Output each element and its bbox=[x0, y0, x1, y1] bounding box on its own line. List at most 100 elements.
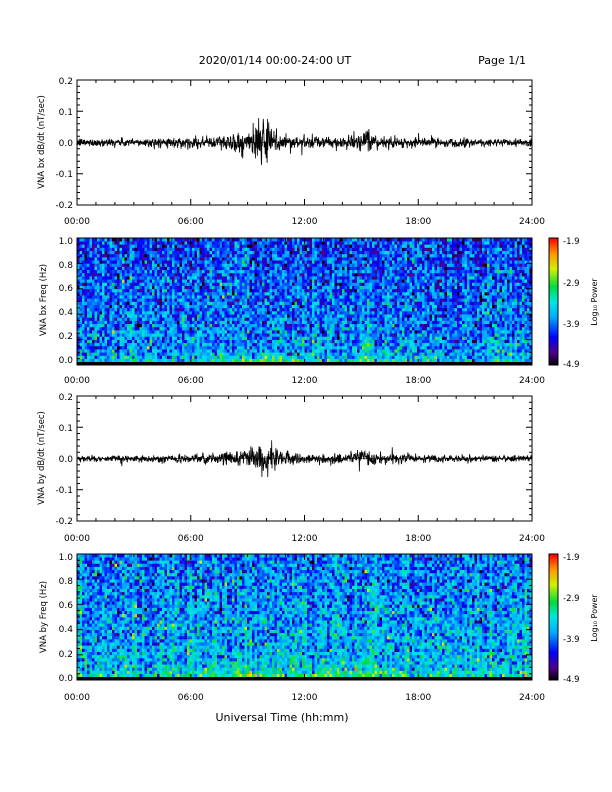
spectrogram-cell bbox=[162, 295, 165, 299]
spectrogram-cell bbox=[169, 349, 173, 353]
spectrogram-cell bbox=[187, 282, 190, 286]
spectrogram-cell bbox=[134, 279, 138, 283]
spectrogram-cell bbox=[222, 311, 225, 315]
spectrogram-cell bbox=[327, 298, 330, 302]
spectrogram-cell bbox=[177, 298, 180, 302]
spectrogram-cell bbox=[207, 326, 210, 331]
spectrogram-cell bbox=[157, 317, 160, 321]
spectrogram-cell bbox=[377, 352, 380, 356]
spectrogram-cell bbox=[242, 345, 245, 350]
spectrogram-cell bbox=[184, 279, 188, 283]
spectrogram-cell bbox=[287, 339, 290, 344]
spectrogram-cell bbox=[99, 238, 103, 242]
spectrogram-image bbox=[77, 238, 533, 366]
spectrogram-cell bbox=[137, 269, 140, 274]
spectrogram-cell bbox=[252, 317, 255, 321]
spectrogram-cell bbox=[137, 276, 140, 280]
spectrogram-cell bbox=[282, 314, 285, 318]
spectrogram-cell bbox=[152, 241, 155, 245]
spectrogram-cell bbox=[309, 279, 313, 283]
spectrogram-cell bbox=[204, 304, 208, 309]
spectrogram-cell bbox=[204, 317, 208, 321]
spectrogram-cell bbox=[207, 285, 210, 290]
spectrogram-cell bbox=[339, 288, 343, 293]
spectrogram-cell bbox=[184, 257, 188, 261]
spectrogram-cell bbox=[239, 320, 243, 325]
spectrogram-cell bbox=[207, 291, 210, 296]
spectrogram-cell bbox=[119, 272, 123, 277]
spectrogram-cell bbox=[337, 330, 340, 334]
spectrogram-cell bbox=[207, 352, 210, 356]
spectrogram-cell bbox=[232, 304, 235, 309]
spectrogram-cell bbox=[77, 311, 80, 315]
spectrogram-cell bbox=[197, 323, 200, 328]
spectrogram-cell bbox=[277, 250, 280, 255]
spectrogram-cell bbox=[109, 326, 113, 331]
spectrogram-cell bbox=[274, 330, 278, 334]
spectrogram-cell bbox=[189, 272, 193, 277]
spectrogram-cell bbox=[249, 330, 253, 334]
spectrogram-cell bbox=[272, 307, 275, 312]
spectrogram-cell bbox=[124, 349, 128, 353]
spectrogram-cell bbox=[274, 282, 278, 286]
spectrogram-cell bbox=[252, 311, 255, 315]
spectrogram-cell bbox=[377, 285, 380, 290]
spectrogram-cell bbox=[77, 288, 80, 293]
spectrogram-cell bbox=[212, 282, 215, 286]
spectrogram-cell bbox=[132, 355, 135, 359]
spectrogram-cell bbox=[149, 241, 153, 245]
spectrogram-cell bbox=[154, 345, 158, 350]
spectrogram-cell bbox=[187, 349, 190, 353]
spectrogram-cell bbox=[259, 266, 263, 271]
spectrogram-cell bbox=[117, 244, 120, 248]
spectrogram-cell bbox=[299, 326, 303, 331]
spectrogram-cell bbox=[224, 263, 228, 267]
spectrogram-cell bbox=[284, 342, 288, 347]
spectrogram-cell bbox=[269, 333, 273, 337]
spectrogram-cell bbox=[194, 352, 198, 356]
spectrogram-cell bbox=[347, 311, 350, 315]
spectrogram-cell bbox=[77, 333, 80, 337]
spectrogram-cell bbox=[239, 263, 243, 267]
spectrogram-cell bbox=[359, 320, 363, 325]
spectrogram-cell bbox=[314, 253, 318, 258]
spectrogram-cell bbox=[182, 253, 185, 258]
spectrogram-cell bbox=[132, 326, 135, 331]
spectrogram-cell bbox=[247, 269, 250, 274]
spectrogram-cell bbox=[197, 320, 200, 325]
spectrogram-cell bbox=[187, 250, 190, 255]
spectrogram-cell bbox=[367, 250, 370, 255]
spectrogram-cell bbox=[279, 317, 283, 321]
spectrogram-cell bbox=[247, 282, 250, 286]
spectrogram-cell bbox=[352, 295, 355, 299]
spectrogram-cell bbox=[94, 314, 98, 318]
spectrogram-cell bbox=[214, 330, 218, 334]
spectrogram-cell bbox=[109, 263, 113, 267]
spectrogram-cell bbox=[327, 333, 330, 337]
spectrogram-cell bbox=[284, 311, 288, 315]
spectrogram-cell bbox=[282, 269, 285, 274]
spectrogram-cell bbox=[82, 355, 85, 359]
spectrogram-cell bbox=[297, 276, 300, 280]
spectrogram-cell bbox=[199, 238, 203, 242]
spectrogram-cell bbox=[264, 253, 268, 258]
spectrogram-cell bbox=[164, 263, 168, 267]
spectrogram-cell bbox=[214, 326, 218, 331]
spectrogram-cell bbox=[342, 279, 345, 283]
spectrogram-cell bbox=[192, 345, 195, 350]
spectrogram-cell bbox=[89, 272, 93, 277]
spectrogram-cell bbox=[164, 257, 168, 261]
spectrogram-cell bbox=[154, 266, 158, 271]
spectrogram-cell bbox=[322, 320, 325, 325]
spectrogram-cell bbox=[147, 260, 150, 264]
spectrogram-cell bbox=[189, 304, 193, 309]
spectrogram-cell bbox=[149, 298, 153, 302]
spectrogram-cell bbox=[349, 326, 353, 331]
spectrogram-cell bbox=[352, 263, 355, 267]
spectrogram-cell bbox=[109, 330, 113, 334]
spectrogram-cell bbox=[382, 358, 385, 363]
spectrogram-cell bbox=[317, 285, 320, 290]
spectrogram-cell bbox=[322, 314, 325, 318]
panel-bx-spectrogram: 1.0 0.8 0.6 0.4 0.2 0.0 VNA bx Freq (Hz)… bbox=[39, 237, 599, 386]
spectrogram-cell bbox=[357, 250, 360, 255]
